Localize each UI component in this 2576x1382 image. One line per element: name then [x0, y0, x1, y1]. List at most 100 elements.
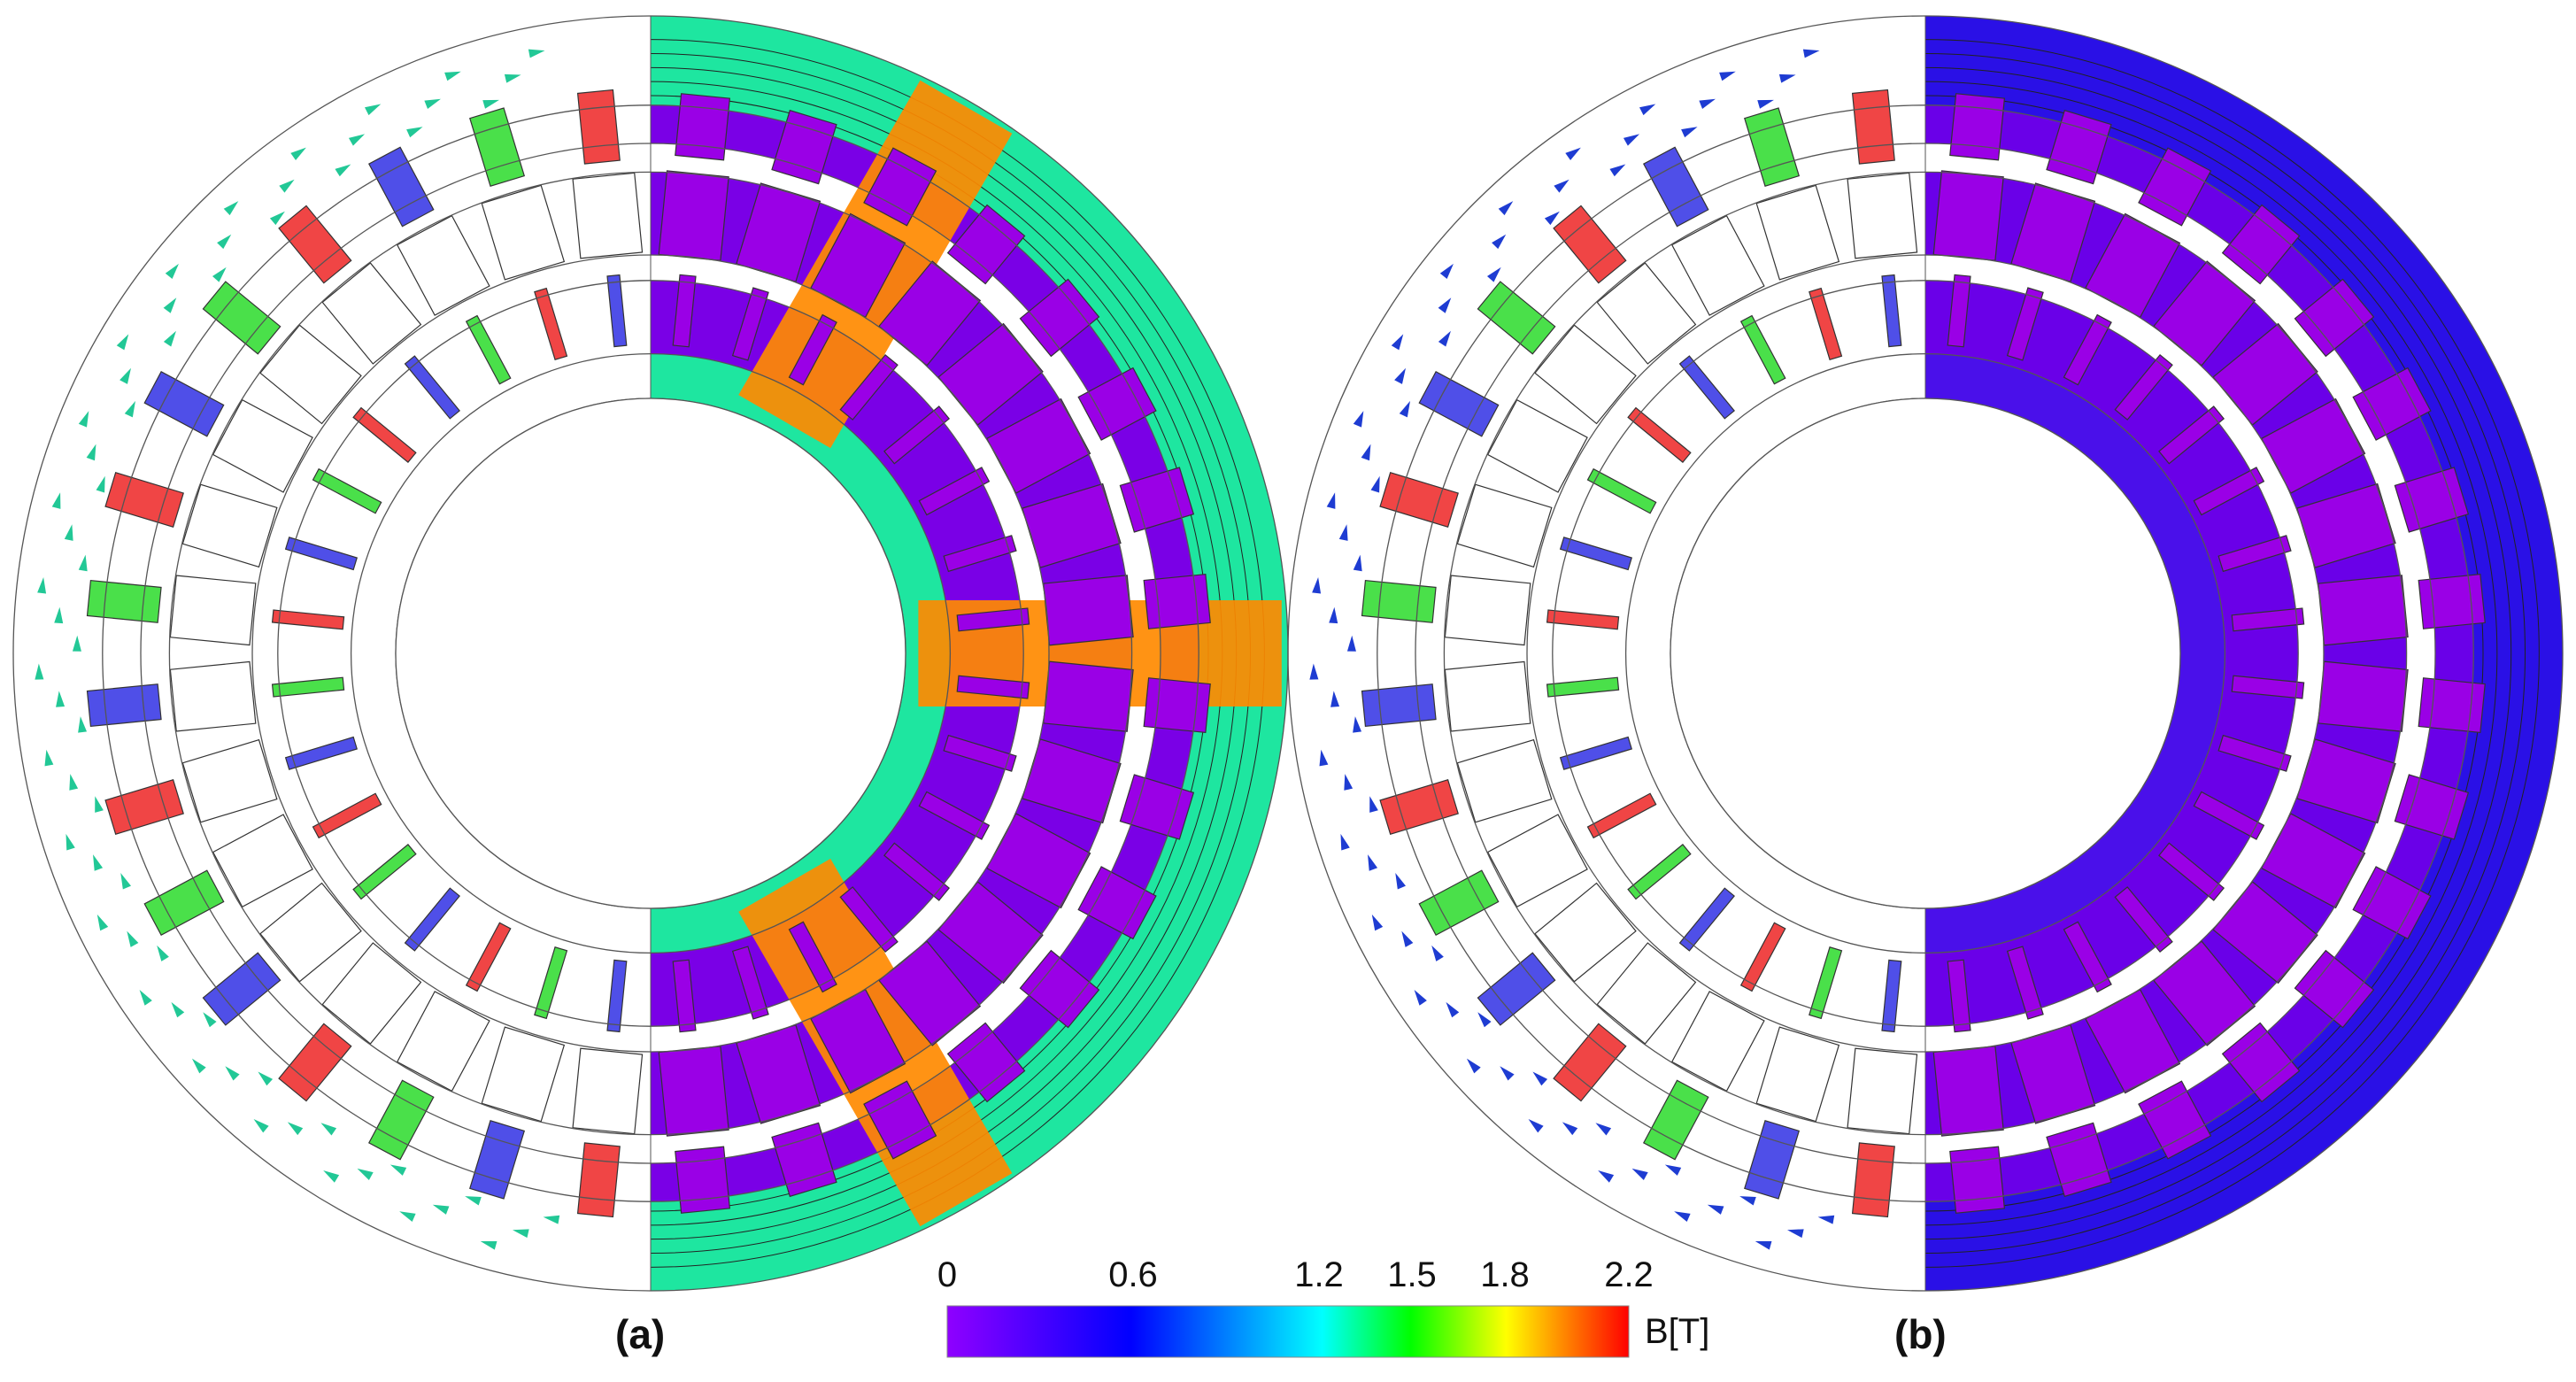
inner-coil: [1546, 609, 1620, 630]
flux-arrow: [424, 98, 441, 109]
magnet-block: [675, 1146, 731, 1214]
magnet-bar: [2063, 921, 2112, 993]
inner-yoke: [1925, 353, 2225, 954]
magnet-block: [658, 170, 729, 261]
flux-arrow: [96, 475, 105, 493]
inner-coil: [271, 609, 345, 630]
flux-arrow: [444, 71, 461, 81]
rotor-pole: [1534, 882, 1637, 983]
magnet-block: [946, 204, 1026, 285]
flux-arrow: [1565, 147, 1581, 161]
flux-arrow: [1326, 492, 1336, 509]
magnet-block: [1019, 278, 1100, 358]
flux-arrow: [335, 164, 351, 177]
flux-arrow: [86, 444, 96, 461]
flux-arrow: [95, 796, 104, 813]
flux-arrow: [66, 833, 75, 851]
magnet-bar: [839, 353, 899, 421]
flux-line: [1925, 39, 2540, 1268]
inner-coil: [1809, 946, 1843, 1020]
flux-arrow: [1699, 98, 1716, 109]
stator-coil: [202, 281, 282, 355]
shaft-bore: [395, 398, 906, 909]
flux-arrow: [465, 1196, 482, 1206]
inner-coil: [1809, 287, 1843, 360]
flux-arrow: [1338, 524, 1348, 541]
stator-coil: [104, 472, 184, 529]
flux-arrow: [287, 1122, 304, 1136]
magnet-block: [2010, 1024, 2096, 1124]
magnet-block: [1022, 483, 1122, 568]
magnet-bar: [2158, 405, 2225, 465]
magnet-block: [2221, 1022, 2301, 1103]
stator-coil: [143, 869, 225, 937]
stator-coil: [367, 1079, 435, 1161]
inner-coil: [1627, 844, 1692, 900]
flux-arrow: [1466, 1058, 1481, 1074]
flux-arrow: [93, 854, 104, 871]
rotor-pole: [212, 814, 313, 908]
magnet-bar: [2217, 535, 2292, 573]
flux-arrow: [399, 1211, 416, 1223]
rotor-pole: [1755, 1026, 1840, 1123]
stator-coil: [143, 370, 225, 437]
outer-yoke: [1925, 16, 2563, 1291]
magnet-block: [878, 260, 982, 367]
stator-coil: [1642, 1079, 1709, 1161]
inner-coil: [404, 355, 460, 420]
rotor-pole: [259, 324, 362, 425]
rotor-pole: [181, 483, 278, 568]
rotor-pole: [1456, 483, 1553, 568]
magnet-block: [985, 398, 1091, 494]
magnet-block: [2296, 483, 2396, 568]
inner-coil: [1678, 355, 1735, 420]
rotor-pole: [572, 1047, 644, 1135]
flux-arrow: [1544, 211, 1560, 226]
magnet-bar: [2217, 734, 2292, 772]
inner-coil: [1627, 406, 1692, 463]
flux-arrow: [364, 104, 382, 116]
magnet-block: [2153, 260, 2256, 367]
flux-arrow: [223, 201, 239, 216]
rotor-pole: [1456, 738, 1553, 823]
colorbar-tick-0: 0: [937, 1255, 958, 1294]
magnet-block: [810, 212, 906, 319]
inner-coil: [1678, 887, 1735, 952]
magnet-block: [937, 322, 1044, 426]
stator-coil: [1553, 1023, 1627, 1102]
magnet-bar: [2158, 842, 2225, 901]
magnet-bar: [839, 886, 899, 954]
flux-arrow: [323, 1170, 340, 1183]
magnet-block: [863, 147, 937, 227]
inner-coil: [534, 946, 568, 1020]
flux-arrow: [1562, 1122, 1578, 1136]
flux-arrow: [120, 873, 131, 890]
flux-arrow: [1330, 691, 1340, 707]
magnet-block: [1143, 573, 1211, 629]
coil-half: [1309, 49, 1918, 1250]
flux-arrow: [1344, 774, 1354, 791]
rotor-pole: [1847, 1047, 1918, 1135]
flux-arrow: [72, 635, 81, 652]
flux-arrow: [1312, 577, 1322, 594]
flux-arrow: [290, 147, 306, 161]
stator-coil: [1851, 1142, 1895, 1218]
magnet-block: [1949, 1146, 2006, 1214]
flux-arrow: [1595, 1123, 1612, 1136]
flux-line: [1925, 81, 2498, 1226]
rotor-pole: [1596, 942, 1697, 1045]
stator-coil: [1851, 89, 1895, 165]
magnet-block: [1932, 170, 2004, 261]
magnet-block: [2394, 467, 2470, 533]
stator-coil: [1477, 952, 1556, 1026]
rotor-pole: [1486, 814, 1588, 908]
magnet-bar: [918, 791, 991, 840]
rotor-pole: [1444, 660, 1531, 732]
magnet-bar: [2114, 886, 2173, 954]
flux-arrow: [1623, 134, 1640, 146]
flux-arrow: [480, 1240, 497, 1250]
flux-arrow: [56, 691, 66, 707]
flux-arrow: [157, 945, 169, 961]
stator-coil: [1418, 370, 1500, 437]
magnet-bar: [2193, 791, 2265, 840]
